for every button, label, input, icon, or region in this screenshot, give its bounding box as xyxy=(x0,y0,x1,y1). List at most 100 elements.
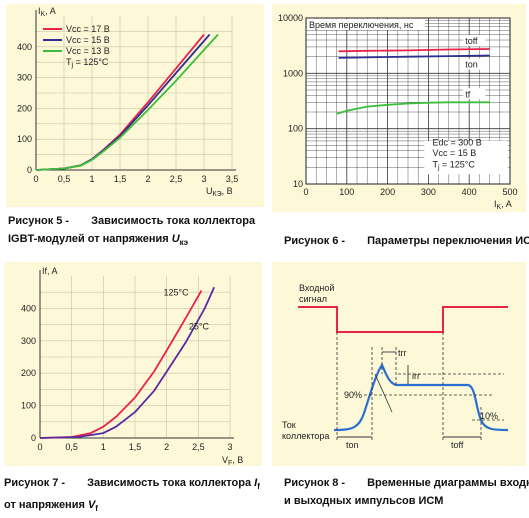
fig5-y-tick-label: 100 xyxy=(17,134,32,144)
fig6-series-label-bg xyxy=(463,88,486,100)
fig5-x-tick-label: 1,5 xyxy=(114,174,127,184)
fig5-y-axis-label: IK, A xyxy=(38,6,56,18)
fig7-background xyxy=(4,262,262,466)
fig6-series-line-ton xyxy=(338,54,490,59)
caption-fig6-num: Рисунок 6 - xyxy=(284,235,346,247)
caption-fig5-sub: кэ xyxy=(179,238,188,248)
fig6-x-tick-label: 500 xyxy=(502,187,517,197)
fig6-y-tick-label: 10000 xyxy=(278,13,303,23)
fig6-series-line-toff xyxy=(338,48,490,53)
fig8-ton-label: ton xyxy=(346,440,359,450)
fig6-x-axis-label: IK, A xyxy=(494,199,512,211)
caption-fig7-line2: от напряжения xyxy=(4,499,88,512)
fig6-x-tick-label: 100 xyxy=(339,187,354,197)
fig7-x-tick-label: 3 xyxy=(227,442,232,452)
caption-fig8: Рисунок 8 - Временные диаграммы входных и… xyxy=(284,474,529,510)
fig6-x-tick-label: 200 xyxy=(380,187,395,197)
caption-fig8-line1: Временные диаграммы входных xyxy=(367,477,529,489)
fig6-condition-vcc: Vcc = 15 В xyxy=(432,148,476,158)
fig6-series-line-tf xyxy=(336,101,490,115)
fig8-input-label-1: Входной xyxy=(299,283,334,293)
figure-8: Входной сигнал Ток коллектора trr irr 90% 10% to… xyxy=(272,262,526,466)
fig7-x-tick-label: 0 xyxy=(37,442,42,452)
chart-fig5: 0 0,5 1 1,5 2 2,5 3 3,5 0 100 200 300 400 IK, A UКЭ, В… xyxy=(6,4,264,207)
fig6-series-label-ton: ton xyxy=(465,60,478,70)
fig7-x-tick-label: 2,5 xyxy=(192,442,205,452)
fig7-y-tick-label: 300 xyxy=(21,336,36,346)
caption-fig7: Рисунок 7 - Зависимость тока коллектора I… xyxy=(4,474,260,518)
fig6-series-label-tf: tf xyxy=(465,89,471,99)
fig7-y-tick-label: 400 xyxy=(21,303,36,313)
fig5-legend-note: Tj = 125°C xyxy=(66,57,109,69)
fig6-condition-tj: Tj = 125°C xyxy=(432,159,475,171)
fig5-series-line-2 xyxy=(35,33,219,171)
caption-fig7-sub1: f xyxy=(257,482,260,492)
fig8-input-label-2: сигнал xyxy=(299,294,327,304)
fig7-y-tick-label: 200 xyxy=(21,368,36,378)
chart-fig7: 0 0,5 1 1,5 2 2,5 3 0 100 200 300 400 If, A VF, В 125°… xyxy=(4,262,262,467)
fig6-x-tick-label: 0 xyxy=(303,187,308,197)
fig5-x-tick-label: 3 xyxy=(201,174,206,184)
fig5-background xyxy=(6,4,264,207)
figure-6: 0 100 200 300 400 500 10 100 1000 10000 Время пере… xyxy=(272,4,526,212)
fig5-y-tick-label: 0 xyxy=(27,165,32,175)
fig6-series-label-bg xyxy=(463,35,486,47)
fig6-x-tick-label: 300 xyxy=(421,187,436,197)
caption-fig5: Рисунок 5 - Зависимость тока коллектора I… xyxy=(8,212,255,252)
fig8-collector-current xyxy=(333,362,509,432)
fig5-y-tick-label: 300 xyxy=(17,73,32,83)
fig5-x-axis-label: UКЭ, В xyxy=(206,186,233,198)
caption-fig8-line2: и выходных импульсов ИСМ xyxy=(284,495,444,507)
fig5-legend-label: Vcc = 15 В xyxy=(66,35,110,45)
figure-7: 0 0,5 1 1,5 2 2,5 3 0 100 200 300 400 If, A VF, В 125°… xyxy=(4,262,262,467)
caption-fig5-line2: IGBT-модулей от напряжения xyxy=(8,233,172,245)
fig7-series-label-25: 25°C xyxy=(189,321,210,331)
fig6-series-label-bg xyxy=(463,58,486,70)
caption-fig7-var2: V xyxy=(87,499,96,512)
caption-fig5-var: U xyxy=(171,233,180,245)
caption-fig6: Рисунок 6 - Параметры переключения ИСМ xyxy=(284,232,529,250)
fig8-collector-label-1: Ток xyxy=(282,420,296,430)
fig7-series-line-0 xyxy=(39,290,203,439)
fig7-x-tick-label: 2 xyxy=(164,442,169,452)
fig6-conditions-bg xyxy=(424,140,508,175)
fig5-y-tick-label: 200 xyxy=(17,103,32,113)
caption-fig5-num: Рисунок 5 - xyxy=(8,215,70,227)
fig6-x-tick-label: 400 xyxy=(462,187,477,197)
fig7-x-tick-label: 1 xyxy=(101,442,106,452)
fig8-p10-label: 10% xyxy=(480,411,498,421)
fig5-x-tick-label: 2 xyxy=(145,174,150,184)
fig7-y-tick-label: 0 xyxy=(31,433,36,443)
fig5-x-tick-label: 1 xyxy=(89,174,94,184)
caption-fig8-num: Рисунок 8 - xyxy=(284,477,346,489)
fig8-collector-label-2: коллектора xyxy=(282,431,329,441)
figure-5: 0 0,5 1 1,5 2 2,5 3 3,5 0 100 200 300 400 IK, A UКЭ, В… xyxy=(6,4,264,207)
fig8-irr-label: irr xyxy=(412,371,420,381)
fig5-legend-label: Vcc = 13 В xyxy=(66,46,110,56)
fig7-series-line-1 xyxy=(39,286,216,439)
fig6-frame xyxy=(305,17,511,185)
fig5-x-tick-label: 2,5 xyxy=(170,174,183,184)
fig5-y-tick-label: 400 xyxy=(17,42,32,52)
caption-fig7-var1: I xyxy=(254,477,258,489)
fig7-y-axis-label: If, A xyxy=(42,266,58,276)
fig7-y-tick-label: 100 xyxy=(21,401,36,411)
fig8-toff-label: toff xyxy=(451,440,464,450)
fig6-series-label-toff: toff xyxy=(465,36,478,46)
caption-fig7-line1: Зависимость тока коллектора xyxy=(87,477,255,489)
fig8-input-signal xyxy=(298,306,508,333)
fig6-y-tick-label: 100 xyxy=(288,124,303,134)
fig5-legend-label: Vcc = 17 В xyxy=(66,24,110,34)
fig8-background xyxy=(272,262,526,466)
fig8-trr-label: trr xyxy=(398,348,407,358)
fig7-x-tick-label: 0,5 xyxy=(65,442,78,452)
caption-fig6-line1: Параметры переключения ИСМ xyxy=(367,235,529,247)
chart-fig6: 0 100 200 300 400 500 10 100 1000 10000 Время пере… xyxy=(272,4,526,212)
caption-fig7-num: Рисунок 7 - xyxy=(4,477,66,489)
fig6-y-tick-label: 1000 xyxy=(283,68,303,78)
fig7-x-tick-label: 1,5 xyxy=(129,442,142,452)
fig8-tangent xyxy=(374,373,393,413)
fig6-y-tick-label: 10 xyxy=(293,179,303,189)
fig5-x-tick-label: 0,5 xyxy=(58,174,71,184)
